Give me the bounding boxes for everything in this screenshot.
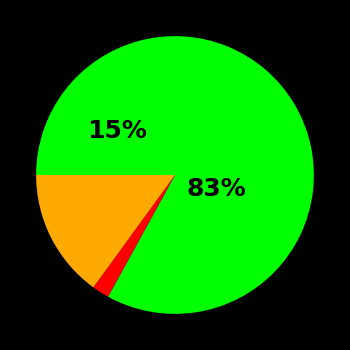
Wedge shape: [93, 175, 175, 297]
Text: 83%: 83%: [187, 177, 246, 201]
Wedge shape: [36, 36, 314, 314]
Text: 15%: 15%: [87, 119, 147, 142]
Wedge shape: [36, 175, 175, 287]
